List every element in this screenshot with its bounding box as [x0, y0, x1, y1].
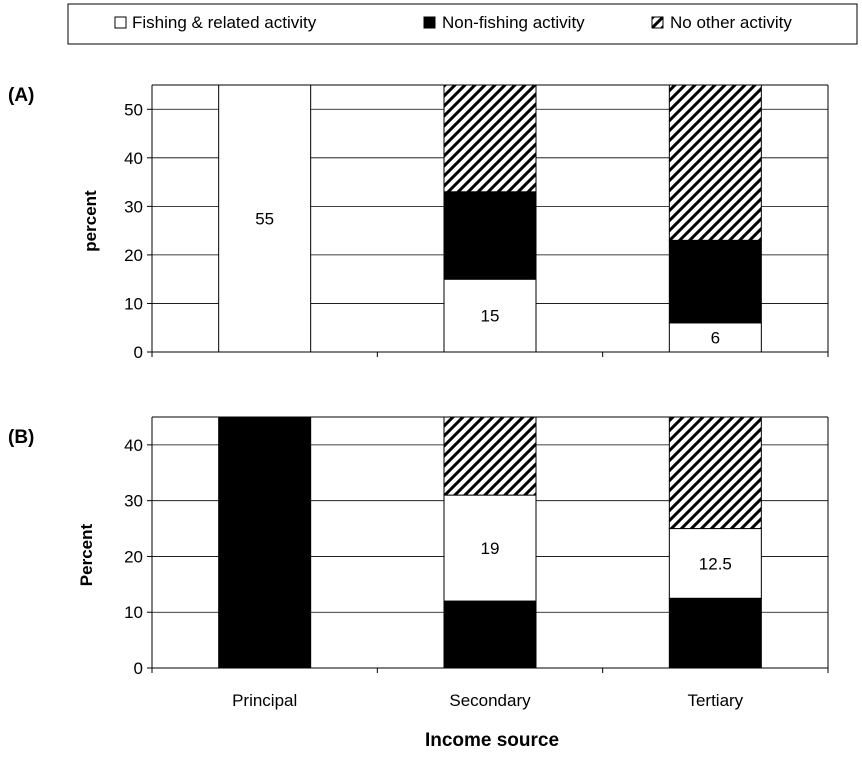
- legend-swatch-nonfishing: [423, 16, 436, 29]
- panel-b-bar-tertiary-nonfishing: [668, 597, 762, 669]
- legend-swatch-fishing: [114, 16, 127, 29]
- panel-b-bar-tertiary-none: [668, 416, 762, 530]
- panel-a: (A) 0 10 20 30 40 50 55 15 6 percent: [8, 84, 829, 362]
- panel-a-data-labels: 55 15 6: [255, 210, 720, 348]
- legend: Fishing & related activity Non-fishing a…: [67, 3, 858, 45]
- panel-a-bar-tertiary-fishing: [668, 322, 762, 353]
- panel-a-bar-principal-fishing: [218, 84, 312, 353]
- legend-label-fishing: Fishing & related activity: [132, 13, 317, 32]
- panel-a-data-label: 6: [711, 328, 720, 347]
- panel-b-bar-tertiary-fishing: [668, 528, 762, 599]
- panel-a-bar-tertiary-none: [668, 84, 762, 241]
- panel-b-y-tick-label: 40: [124, 436, 143, 455]
- panel-a-y-tick-label: 20: [124, 246, 143, 265]
- panel-a-bar-secondary-fishing: [443, 278, 537, 353]
- panel-b: (B) 0 10 20 30 40 19 12.5 Percent: [8, 416, 829, 678]
- panel-b-bar-secondary-nonfishing: [443, 600, 537, 669]
- legend-frame: [67, 3, 858, 45]
- panel-b-y-tick-label: 0: [134, 659, 143, 678]
- panel-a-bar-secondary-nonfishing: [443, 191, 537, 280]
- x-tick-label-principal: Principal: [232, 691, 297, 710]
- panel-a-bar-tertiary-nonfishing: [668, 239, 762, 324]
- panel-a-bar-secondary-none: [443, 84, 537, 193]
- legend-label-nonfishing: Non-fishing activity: [442, 13, 585, 32]
- panel-b-bars: [218, 416, 762, 669]
- panel-b-bar-secondary-fishing: [443, 494, 537, 602]
- x-axis-label: Income source: [425, 730, 559, 751]
- legend-swatch-none: [651, 16, 664, 29]
- panel-a-bars: [218, 84, 762, 353]
- panel-b-y-axis-label: Percent: [77, 523, 96, 586]
- panel-b-data-label: 12.5: [699, 554, 732, 573]
- panel-a-y-tick-label: 40: [124, 149, 143, 168]
- panel-b-label: (B): [8, 427, 34, 448]
- panel-a-axes: 0 10 20 30 40 50: [124, 85, 829, 362]
- panel-a-y-tick-label: 30: [124, 197, 143, 216]
- panel-a-y-tick-label: 50: [124, 100, 143, 119]
- panel-b-y-tick-label: 30: [124, 492, 143, 511]
- panel-b-data-labels: 19 12.5: [481, 539, 732, 573]
- panel-a-data-label: 55: [255, 210, 274, 229]
- panel-a-y-tick-label: 10: [124, 294, 143, 313]
- x-tick-labels: Principal Secondary Tertiary: [232, 691, 744, 710]
- panel-b-bar-principal-nonfishing: [218, 416, 312, 669]
- panel-b-y-tick-label: 20: [124, 547, 143, 566]
- panel-b-bar-secondary-none: [443, 416, 537, 496]
- panel-a-data-label: 15: [481, 307, 500, 326]
- panel-b-data-label: 19: [481, 539, 500, 558]
- x-tick-label-tertiary: Tertiary: [687, 691, 743, 710]
- x-tick-label-secondary: Secondary: [449, 691, 531, 710]
- panel-b-axes: 0 10 20 30 40: [124, 417, 829, 678]
- panel-a-y-axis-label: percent: [81, 190, 100, 252]
- panel-a-label: (A): [8, 85, 34, 106]
- panel-a-y-tick-label: 0: [134, 343, 143, 362]
- panel-b-y-tick-label: 10: [124, 603, 143, 622]
- legend-label-none: No other activity: [670, 13, 792, 32]
